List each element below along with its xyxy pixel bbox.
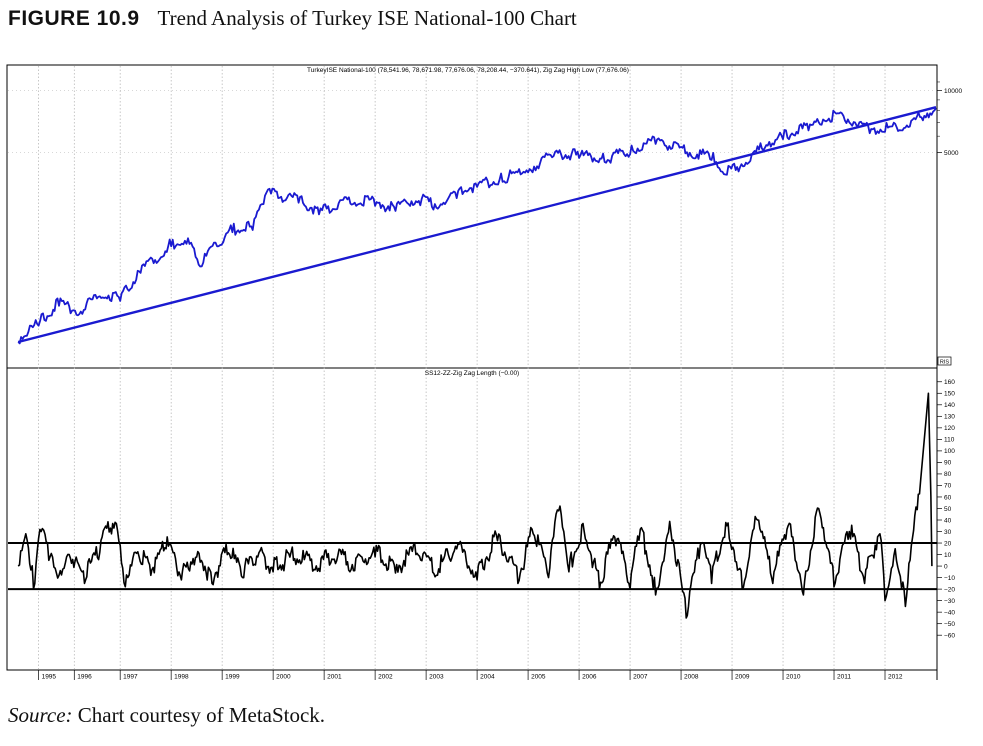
source-label: Source: bbox=[8, 703, 73, 727]
figure-source: Source: Chart courtesy of MetaStock. bbox=[8, 703, 325, 728]
y-tick-label: 130 bbox=[944, 414, 955, 421]
price-series bbox=[17, 107, 937, 345]
oscillator-series bbox=[17, 392, 933, 619]
figure-header: FIGURE 10.9 Trend Analysis of Turkey ISE… bbox=[8, 6, 577, 31]
y-tick-label: 10 bbox=[944, 552, 952, 559]
panel-tag: RIS bbox=[940, 360, 950, 366]
y-tick-label: 150 bbox=[944, 391, 955, 398]
x-tick-label: 2008 bbox=[684, 674, 699, 681]
figure-title: Trend Analysis of Turkey ISE National-10… bbox=[157, 6, 577, 30]
price-panel-title: TurkeyISE National-100 (78,541.96, 78,67… bbox=[307, 67, 629, 74]
panel-tag-box bbox=[937, 356, 952, 366]
x-tick-label: 1999 bbox=[225, 674, 240, 681]
y-tick-label: −20 bbox=[944, 586, 955, 593]
y-tick-label: 60 bbox=[944, 494, 952, 501]
x-tick-label: 1998 bbox=[174, 674, 189, 681]
x-axis: 1995 1996 1997 1998 1999 2000 2001 2002 2003 2004… bbox=[38, 670, 903, 681]
x-tick-label: 2011 bbox=[837, 674, 851, 681]
x-tick-label: 2009 bbox=[735, 674, 750, 681]
x-tick-label: 2000 bbox=[276, 674, 291, 681]
y-tick-label: 80 bbox=[944, 471, 952, 478]
figure-label: FIGURE 10.9 bbox=[8, 7, 140, 30]
x-tick-label: 2010 bbox=[786, 674, 801, 681]
x-tick-label: 2001 bbox=[327, 674, 342, 681]
y-tick-label: −30 bbox=[944, 598, 955, 605]
oscillator-panel-title: SS12-ZZ-Zig Zag Length (−0.00) bbox=[425, 370, 519, 377]
y-tick-label: 110 bbox=[944, 437, 955, 444]
oscillator-panel-frame bbox=[6, 367, 938, 671]
y-tick-label: 30 bbox=[944, 529, 952, 536]
x-tick-label: 2006 bbox=[582, 674, 597, 681]
x-tick-label: 2012 bbox=[888, 674, 903, 681]
grid-layer bbox=[8, 66, 936, 669]
y-tick-label: 70 bbox=[944, 483, 952, 490]
y-tick-label: 140 bbox=[944, 402, 955, 409]
x-tick-label: 1996 bbox=[77, 674, 92, 681]
y-tick-label: 100 bbox=[944, 448, 955, 455]
x-tick-label: 2005 bbox=[531, 674, 546, 681]
y-tick-label: 10000 bbox=[944, 88, 962, 95]
x-tick-label: 2004 bbox=[480, 674, 495, 681]
x-tick-label: 1995 bbox=[42, 674, 57, 681]
x-tick-label: 2003 bbox=[429, 674, 444, 681]
y-tick-label: 5000 bbox=[944, 150, 959, 157]
y-tick-label: −10 bbox=[944, 575, 955, 582]
y-tick-label: −50 bbox=[944, 621, 955, 628]
y-tick-label: 50 bbox=[944, 506, 952, 513]
y-tick-label: 90 bbox=[944, 460, 952, 467]
oscillator-y-axis: 1601501401301201101009080706050403020100… bbox=[937, 379, 955, 640]
y-tick-label: 120 bbox=[944, 425, 955, 432]
y-tick-label: 160 bbox=[944, 379, 955, 386]
y-tick-label: −40 bbox=[944, 609, 955, 616]
price-panel-frame bbox=[6, 64, 938, 369]
y-tick-label: 0 bbox=[944, 563, 948, 570]
x-tick-label: 1997 bbox=[123, 674, 138, 681]
y-tick-label: 40 bbox=[944, 517, 952, 524]
source-text: Chart courtesy of MetaStock. bbox=[77, 703, 326, 727]
trendline-series bbox=[17, 106, 937, 344]
y-tick-label: −60 bbox=[944, 633, 955, 640]
y-tick-label: 20 bbox=[944, 540, 952, 547]
price-y-axis: 10000 5000 bbox=[937, 81, 962, 157]
x-tick-label: 2002 bbox=[378, 674, 393, 681]
x-tick-label: 2007 bbox=[633, 674, 648, 681]
